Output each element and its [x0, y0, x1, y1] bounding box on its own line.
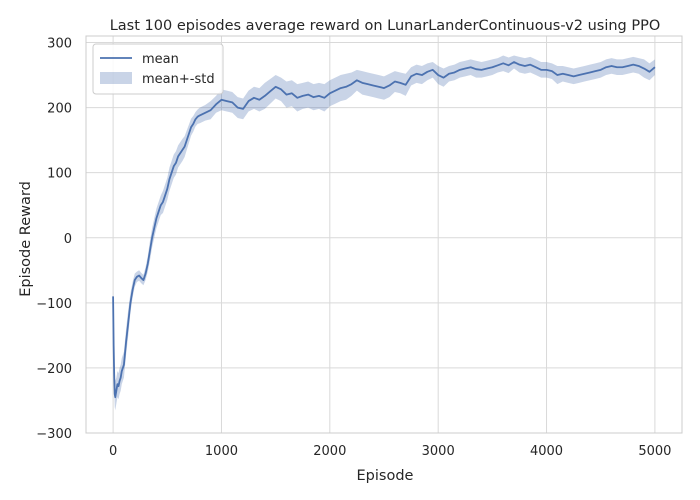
mean-line-layer — [112, 61, 656, 399]
x-axis-label: Episode — [357, 468, 414, 484]
x-tick-label: 4000 — [530, 444, 563, 459]
std-band — [113, 55, 655, 411]
y-tick-label: 200 — [47, 102, 72, 117]
x-tick-label: 3000 — [422, 444, 455, 459]
y-axis-label: Episode Reward — [18, 181, 34, 297]
mean-line — [112, 61, 656, 399]
y-tick-labels: −300 −200 −100 0 100 200 300 — [36, 37, 72, 442]
legend-box — [92, 43, 224, 95]
y-tick-label: 300 — [47, 37, 72, 52]
x-tick-labels: 0 1000 2000 3000 4000 5000 — [109, 444, 672, 459]
grid-lines — [86, 36, 682, 434]
x-tick-label: 5000 — [638, 444, 671, 459]
legend-swatch-band — [100, 72, 132, 84]
y-tick-label: −100 — [36, 297, 72, 312]
x-tick-label: 1000 — [205, 444, 238, 459]
legend-label-band: mean+-std — [142, 72, 215, 87]
y-tick-label: −300 — [36, 427, 72, 442]
y-tick-label: 0 — [64, 232, 72, 247]
x-tick-label: 2000 — [313, 444, 346, 459]
y-tick-label: 100 — [47, 167, 72, 182]
std-band-layer — [113, 55, 655, 411]
legend: mean mean+-std — [92, 43, 224, 95]
x-tick-label: 0 — [109, 444, 117, 459]
chart-title: Last 100 episodes average reward on Luna… — [110, 18, 661, 34]
plot-frame — [85, 35, 683, 434]
y-tick-label: −200 — [36, 362, 72, 377]
legend-label-mean: mean — [142, 52, 179, 67]
